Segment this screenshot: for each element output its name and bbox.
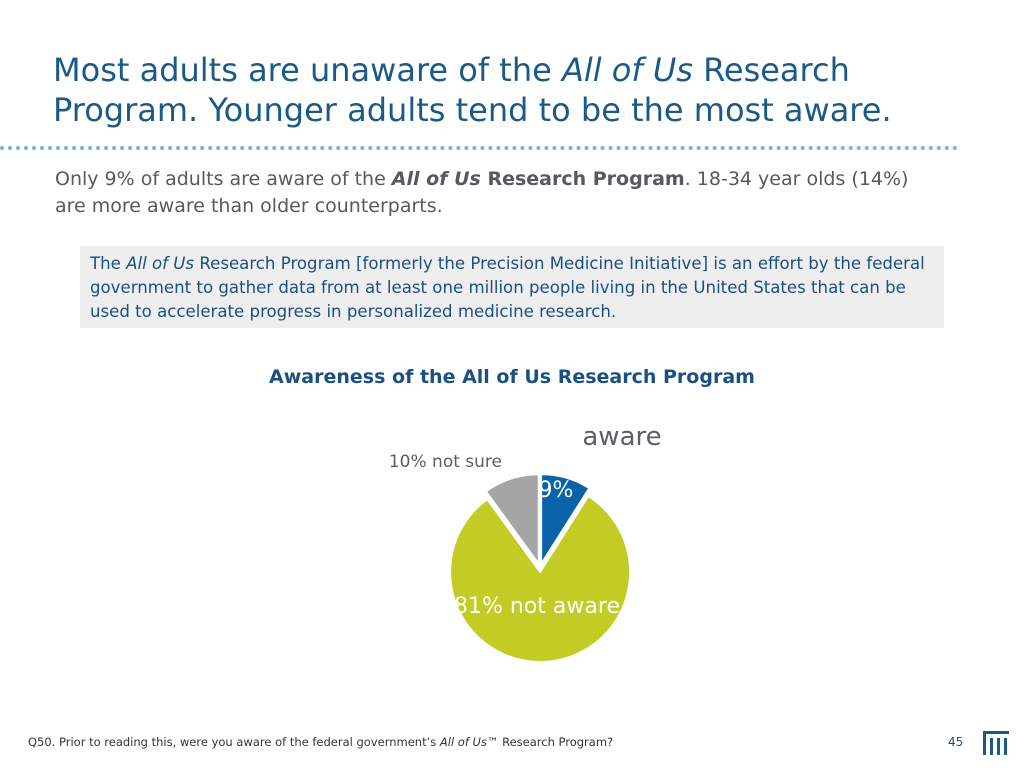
pie-slice-not-aware	[449, 494, 632, 663]
page-title: Most adults are unaware of the All of Us…	[53, 51, 892, 129]
not-sure-value-label: 10% not sure	[389, 452, 502, 472]
footnote: Q50. Prior to reading this, were you awa…	[28, 735, 614, 749]
summary-text: Only 9% of adults are aware of the All o…	[55, 168, 909, 217]
aware-value-label: 9%	[539, 478, 574, 503]
title-divider	[0, 146, 958, 150]
definition-callout: The All of Us Research Program [formerly…	[80, 246, 944, 328]
aware-category-label: aware	[582, 422, 661, 452]
pie-slice-aware	[540, 473, 591, 568]
pie-slice-not-sure	[484, 473, 540, 568]
page-number: 45	[948, 735, 964, 749]
not-aware-value-label: 81% not aware	[454, 594, 620, 619]
company-logo-icon	[983, 731, 1009, 755]
chart-title: Awareness of the All of Us Research Prog…	[269, 366, 755, 388]
